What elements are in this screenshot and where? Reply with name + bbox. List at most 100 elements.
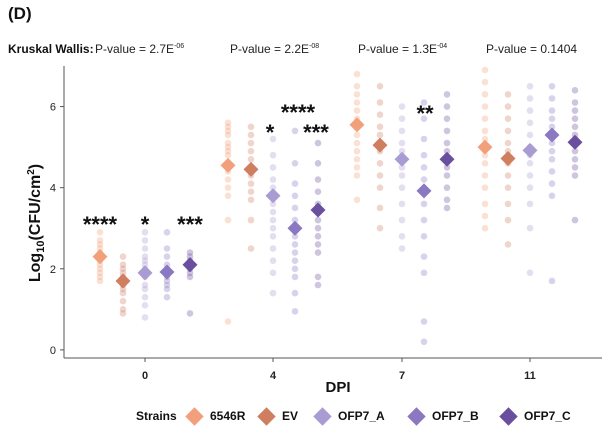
data-point-ofp7-a-dpi-0 xyxy=(141,293,149,301)
data-point-ofp7-b-dpi-4 xyxy=(291,265,299,273)
data-point-6546r-dpi-7 xyxy=(353,164,361,171)
data-point-ofp7-c-dpi-11 xyxy=(571,99,579,106)
data-point-ev-dpi-0 xyxy=(119,261,127,269)
data-point-ev-dpi-4 xyxy=(247,180,255,187)
data-point-ofp7-c-dpi-11 xyxy=(571,115,579,123)
data-point-ofp7-b-dpi-0 xyxy=(163,281,171,289)
mean-marker-ofp7-b-dpi-7 xyxy=(416,183,432,199)
data-point-ofp7-c-dpi-7 xyxy=(443,172,451,179)
data-point-ofp7-a-dpi-11 xyxy=(526,200,534,208)
data-point-ofp7-c-dpi-7 xyxy=(443,196,451,204)
mean-marker-ofp7-b-dpi-0 xyxy=(159,264,175,280)
data-point-ev-dpi-11 xyxy=(504,184,512,191)
data-point-6546r-dpi-11 xyxy=(481,66,489,74)
data-point-ev-dpi-11 xyxy=(504,139,512,147)
data-point-6546r-dpi-11 xyxy=(481,224,489,232)
data-point-ofp7-b-dpi-4 xyxy=(291,308,299,315)
data-point-6546r-dpi-11 xyxy=(481,135,489,143)
data-point-ofp7-b-dpi-7 xyxy=(420,99,428,106)
data-point-6546r-dpi-11 xyxy=(481,127,489,135)
data-point-6546r-dpi-0 xyxy=(96,269,104,277)
data-point-ofp7-c-dpi-4 xyxy=(314,139,322,147)
data-point-ev-dpi-7 xyxy=(376,82,384,90)
data-point-ev-dpi-4 xyxy=(247,123,255,131)
mean-marker-ev-dpi-0 xyxy=(115,273,131,289)
data-point-6546r-dpi-4 xyxy=(224,318,232,325)
data-point-ev-dpi-7 xyxy=(376,184,384,191)
data-point-ofp7-b-dpi-0 xyxy=(163,228,171,236)
mean-marker-ofp7-a-dpi-4 xyxy=(265,188,281,204)
data-point-ofp7-b-dpi-11 xyxy=(548,115,556,123)
data-point-ofp7-a-dpi-4 xyxy=(269,224,277,232)
data-point-ofp7-b-dpi-7 xyxy=(420,115,428,123)
data-point-ofp7-c-dpi-4 xyxy=(314,188,322,196)
data-point-ev-dpi-7 xyxy=(376,160,384,167)
data-point-ofp7-b-dpi-0 xyxy=(163,245,171,252)
data-point-ofp7-a-dpi-11 xyxy=(526,269,534,277)
data-point-ofp7-b-dpi-4 xyxy=(291,233,299,240)
data-point-ofp7-a-dpi-0 xyxy=(141,261,149,269)
data-point-ofp7-a-dpi-7 xyxy=(398,103,406,110)
data-point-ofp7-c-dpi-0 xyxy=(186,273,194,281)
pvalue-dpi-0: P-value = 2.7E-06 xyxy=(95,42,185,56)
data-point-ofp7-a-dpi-0 xyxy=(141,253,149,260)
data-point-ofp7-b-dpi-4 xyxy=(291,249,299,256)
data-point-ofp7-a-dpi-7 xyxy=(398,184,406,191)
data-point-6546r-dpi-7 xyxy=(353,91,361,98)
data-point-6546r-dpi-7 xyxy=(353,139,361,147)
legend-title: Strains xyxy=(136,409,177,423)
data-point-ofp7-b-dpi-0 xyxy=(163,293,171,301)
data-point-ofp7-b-dpi-4 xyxy=(291,241,299,248)
data-point-ofp7-b-dpi-11 xyxy=(548,82,556,90)
data-point-ofp7-c-dpi-7 xyxy=(443,115,451,123)
data-point-ev-dpi-11 xyxy=(504,127,512,135)
mean-marker-6546r-dpi-11 xyxy=(477,139,493,155)
data-point-ofp7-b-dpi-7 xyxy=(420,164,428,171)
data-point-ofp7-c-dpi-11 xyxy=(571,216,579,224)
data-point-ofp7-c-dpi-4 xyxy=(314,216,322,224)
data-point-ev-dpi-11 xyxy=(504,200,512,208)
data-point-ofp7-b-dpi-7 xyxy=(420,216,428,224)
data-point-ofp7-a-dpi-11 xyxy=(526,160,534,167)
data-point-ofp7-c-dpi-0 xyxy=(186,269,194,277)
data-point-ofp7-a-dpi-11 xyxy=(526,119,534,127)
data-point-6546r-dpi-7 xyxy=(353,172,361,179)
data-point-6546r-dpi-11 xyxy=(481,78,489,86)
data-point-ofp7-a-dpi-4 xyxy=(269,200,277,208)
data-point-6546r-dpi-4 xyxy=(224,143,232,151)
mean-marker-6546r-dpi-0 xyxy=(92,249,108,265)
x-axis-title: DPI xyxy=(325,379,350,396)
data-point-ofp7-c-dpi-7 xyxy=(443,164,451,171)
kruskal-wallis-label: Kruskal Wallis: xyxy=(8,42,94,56)
diamond-marker-icon xyxy=(313,406,332,426)
data-point-ofp7-a-dpi-4 xyxy=(269,184,277,191)
data-point-ev-dpi-11 xyxy=(504,172,512,179)
data-point-ofp7-a-dpi-0 xyxy=(141,281,149,289)
data-point-ofp7-a-dpi-7 xyxy=(398,245,406,252)
data-point-ofp7-a-dpi-7 xyxy=(398,200,406,208)
data-point-ev-dpi-0 xyxy=(119,310,127,317)
data-point-ev-dpi-4 xyxy=(247,147,255,155)
mean-marker-ofp7-a-dpi-11 xyxy=(522,142,538,158)
data-point-6546r-dpi-0 xyxy=(96,237,104,244)
diamond-marker-icon xyxy=(407,406,426,426)
data-point-ev-dpi-11 xyxy=(504,216,512,224)
data-point-6546r-dpi-11 xyxy=(481,212,489,220)
data-point-6546r-dpi-11 xyxy=(481,172,489,179)
data-point-ofp7-a-dpi-7 xyxy=(398,233,406,240)
legend-item-ofp7-b: OFP7_B xyxy=(407,406,479,426)
data-point-ofp7-c-dpi-0 xyxy=(186,249,194,256)
data-point-ofp7-b-dpi-0 xyxy=(163,253,171,260)
data-point-ev-dpi-4 xyxy=(247,139,255,147)
data-point-ev-dpi-4 xyxy=(247,216,255,224)
data-point-ev-dpi-11 xyxy=(504,103,512,110)
mean-marker-ev-dpi-11 xyxy=(500,150,516,166)
data-point-6546r-dpi-11 xyxy=(481,160,489,167)
data-point-ofp7-c-dpi-4 xyxy=(314,224,322,232)
y-tick-label: 6 xyxy=(50,102,56,114)
data-point-6546r-dpi-0 xyxy=(96,265,104,273)
data-point-ofp7-a-dpi-4 xyxy=(269,176,277,183)
data-point-ofp7-a-dpi-11 xyxy=(526,107,534,114)
data-point-6546r-dpi-7 xyxy=(353,82,361,90)
data-point-ofp7-c-dpi-4 xyxy=(314,281,322,289)
